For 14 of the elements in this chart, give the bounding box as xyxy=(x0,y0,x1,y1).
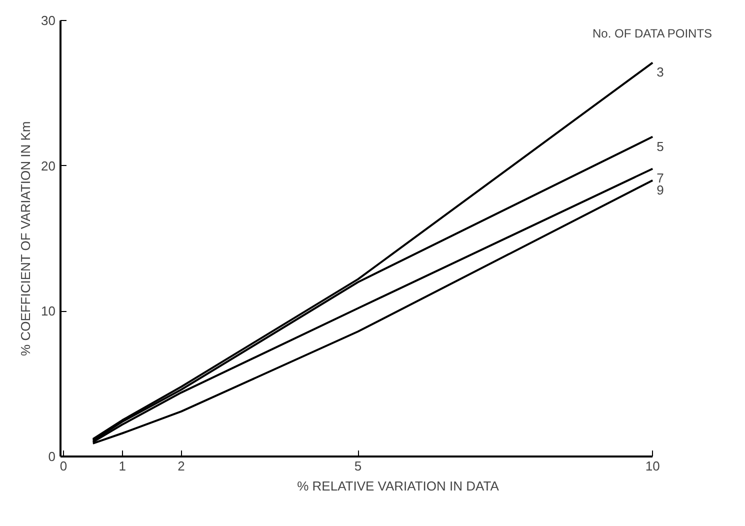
x-tick-label: 1 xyxy=(118,458,126,474)
legend-title: No. OF DATA POINTS xyxy=(592,26,712,40)
y-tick-label: 10 xyxy=(41,304,56,319)
y-tick-label: 20 xyxy=(41,158,56,174)
x-tick-label: 5 xyxy=(354,458,362,474)
y-axis-title: % COEFFICIENT OF VARIATION IN Km xyxy=(18,121,34,356)
series-label: 5 xyxy=(656,138,664,154)
y-tick-label: 30 xyxy=(41,13,56,28)
x-axis-title: % RELATIVE VARIATION IN DATA xyxy=(297,478,500,494)
x-tick-label: 2 xyxy=(178,458,185,474)
x-tick-label: 10 xyxy=(645,458,660,474)
series-label: 3 xyxy=(656,64,664,80)
y-tick-label: 0 xyxy=(48,449,56,464)
x-tick-label: 0 xyxy=(60,458,68,474)
